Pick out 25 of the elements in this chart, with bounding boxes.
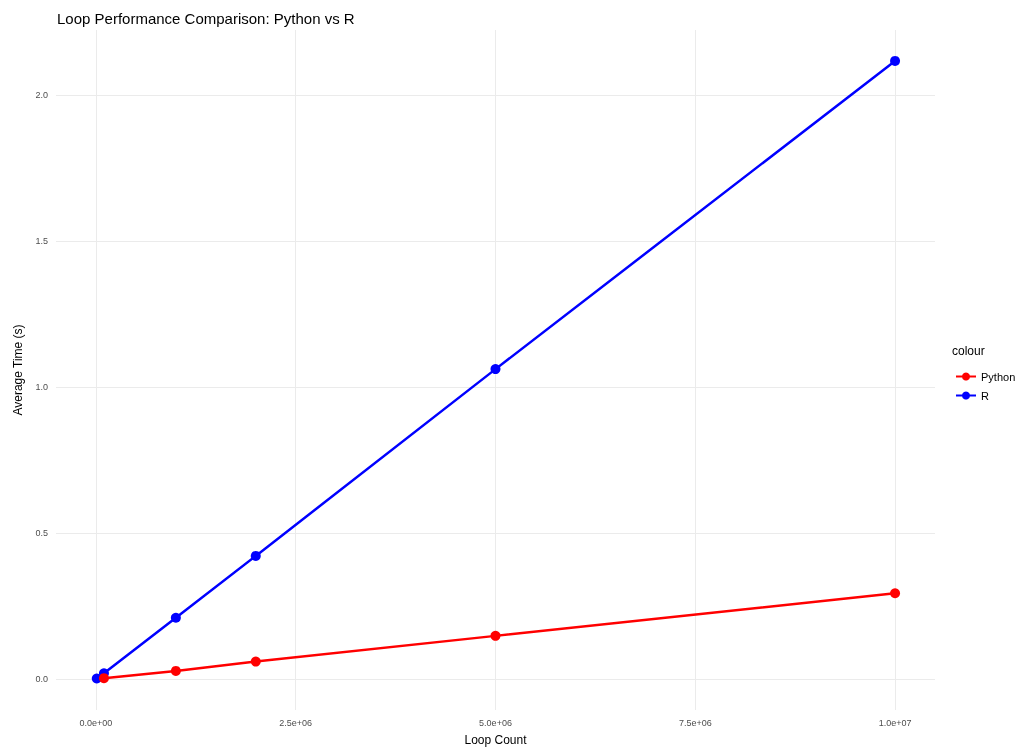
point (250, 656, 261, 667)
x-tick-label: 2.5e+06 (279, 717, 313, 728)
x-tick-label: 7.5e+06 (678, 717, 712, 728)
x-tick-label: 5.0e+06 (479, 717, 512, 728)
x-tick-label: 1.0e+07 (878, 717, 912, 728)
y-tick-label: 1.5 (35, 236, 48, 247)
point (250, 550, 261, 561)
y-tick-label: 0.5 (35, 528, 48, 539)
y-tick-label: 0.0 (35, 674, 48, 685)
point (170, 665, 181, 676)
point (890, 55, 901, 66)
y-tick-label: 1.0 (35, 382, 48, 393)
point (98, 673, 109, 684)
y-tick-label: 2.0 (35, 90, 48, 101)
point (890, 588, 901, 599)
chart-title: Loop Performance Comparison: Python vs R (57, 10, 355, 27)
legend-label: R (981, 389, 989, 402)
point (490, 630, 501, 641)
x-tick-label: 0.0e+00 (79, 717, 113, 728)
point (490, 364, 501, 375)
y-axis-title: Average Time (s) (11, 324, 25, 416)
legend-title: colour (952, 344, 985, 358)
x-axis-title: Loop Count (464, 733, 528, 747)
legend-label: Python (981, 370, 1016, 383)
point (170, 612, 181, 623)
